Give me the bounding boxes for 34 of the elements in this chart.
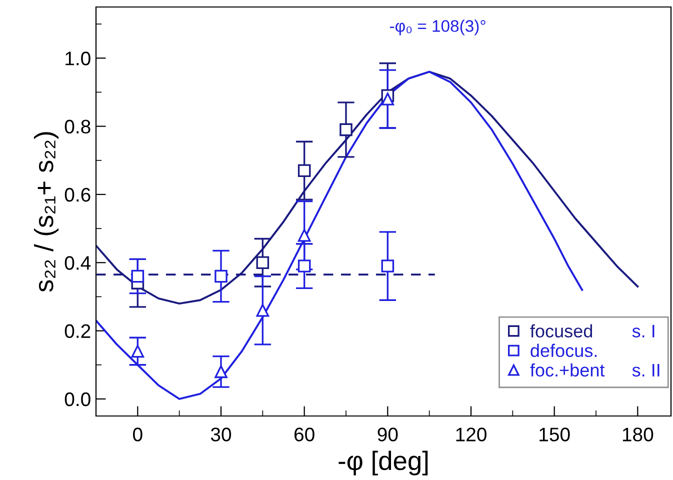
point xyxy=(256,304,270,317)
annotation: s. II xyxy=(632,364,660,377)
x-tick-label: 150 xyxy=(540,428,570,442)
x-tick-label: 0 xyxy=(133,428,142,442)
x-tick-label: 120 xyxy=(456,428,486,442)
y-tick-label: 0.0 xyxy=(64,392,90,406)
y-tick-label: 0.4 xyxy=(64,256,91,270)
y-tick-label: 0.2 xyxy=(64,324,90,338)
annotation: -φ₀ = 108(3)° xyxy=(390,20,486,36)
point xyxy=(298,260,311,272)
point xyxy=(256,256,270,270)
point xyxy=(214,365,228,378)
x-axis-title: -φ [deg] xyxy=(338,450,428,476)
point xyxy=(214,270,228,283)
y-tick-label: 1.0 xyxy=(66,52,90,66)
legend-label: defocus. xyxy=(530,344,597,358)
y-tick-label: 0.8 xyxy=(64,120,90,134)
legend-label: focused xyxy=(530,324,592,338)
point xyxy=(381,260,394,272)
point xyxy=(298,164,311,177)
annotation: s. I xyxy=(632,324,654,338)
legend-label: foc.+bent xyxy=(530,363,605,377)
line-series xyxy=(96,70,639,304)
point xyxy=(131,344,144,358)
point xyxy=(381,92,394,106)
y-tick-label: 0.6 xyxy=(64,188,90,202)
point xyxy=(131,270,144,283)
x-tick-label: 60 xyxy=(294,428,314,442)
point xyxy=(298,228,311,242)
x-tick-label: 180 xyxy=(622,428,654,442)
x-tick-label: 30 xyxy=(210,428,232,442)
x-tick-label: 90 xyxy=(378,428,398,442)
y-axis-title: s₂₂ / (s₂₁+ s₂₂) xyxy=(34,132,59,292)
point xyxy=(340,123,352,136)
